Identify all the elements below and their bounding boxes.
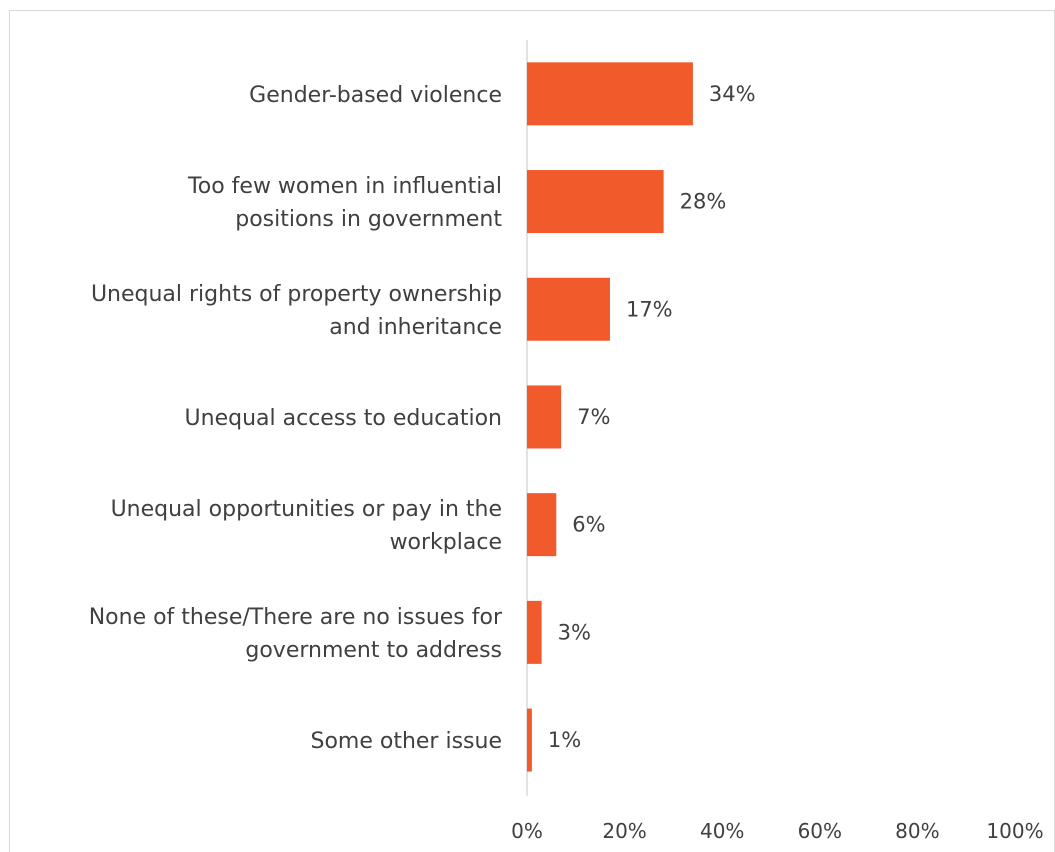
data-label: 17%: [626, 297, 673, 321]
category-label: None of these/There are no issues for gov…: [89, 605, 503, 663]
bar: [527, 277, 610, 341]
bar: [527, 493, 557, 557]
data-label: 6%: [572, 513, 605, 537]
bar: [527, 385, 562, 449]
category-label-line: Gender-based violence: [249, 83, 502, 108]
category-label-line: government to address: [245, 638, 502, 663]
category-label-line: None of these/There are no issues for: [89, 605, 503, 630]
category-label: Unequal access to education: [185, 406, 502, 431]
x-tick-label: 40%: [700, 819, 744, 843]
x-tick-label: 20%: [602, 819, 646, 843]
x-tick-label: 60%: [798, 819, 842, 843]
category-label: Unequal rights of property ownership and …: [91, 282, 502, 340]
category-label-line: Some other issue: [310, 729, 502, 754]
category-label-line: Unequal opportunities or pay in the: [111, 497, 502, 522]
category-label-line: workplace: [390, 530, 502, 555]
category-label: Some other issue: [310, 729, 502, 754]
bar: [527, 600, 542, 664]
x-tick-label: 0%: [511, 819, 543, 843]
category-label: Unequal opportunities or pay in the workp…: [111, 497, 502, 555]
category-label: Too few women in influential positions in…: [187, 174, 502, 232]
category-label-line: and inheritance: [329, 315, 502, 340]
category-label-line: positions in government: [235, 207, 502, 232]
category-label-line: Unequal rights of property ownership: [91, 282, 502, 307]
category-label-line: Unequal access to education: [185, 406, 502, 431]
x-tick-label: 100%: [986, 819, 1043, 843]
data-label: 34%: [709, 82, 756, 106]
bar: [527, 170, 664, 234]
category-label: Gender-based violence: [249, 83, 502, 108]
bar: [527, 62, 693, 126]
x-axis-ticks: 0% 20% 40% 60% 80% 100%: [511, 819, 1043, 843]
data-label: 28%: [680, 190, 727, 214]
bars-layer: [527, 62, 693, 772]
bar: [527, 708, 532, 772]
x-tick-label: 80%: [895, 819, 939, 843]
labels-layer: 34% Gender-based violence 28% Too few women…: [89, 82, 756, 754]
category-label-line: Too few women in influential: [187, 174, 502, 199]
data-label: 7%: [577, 405, 610, 429]
data-label: 3%: [558, 620, 591, 644]
data-label: 1%: [548, 728, 581, 752]
